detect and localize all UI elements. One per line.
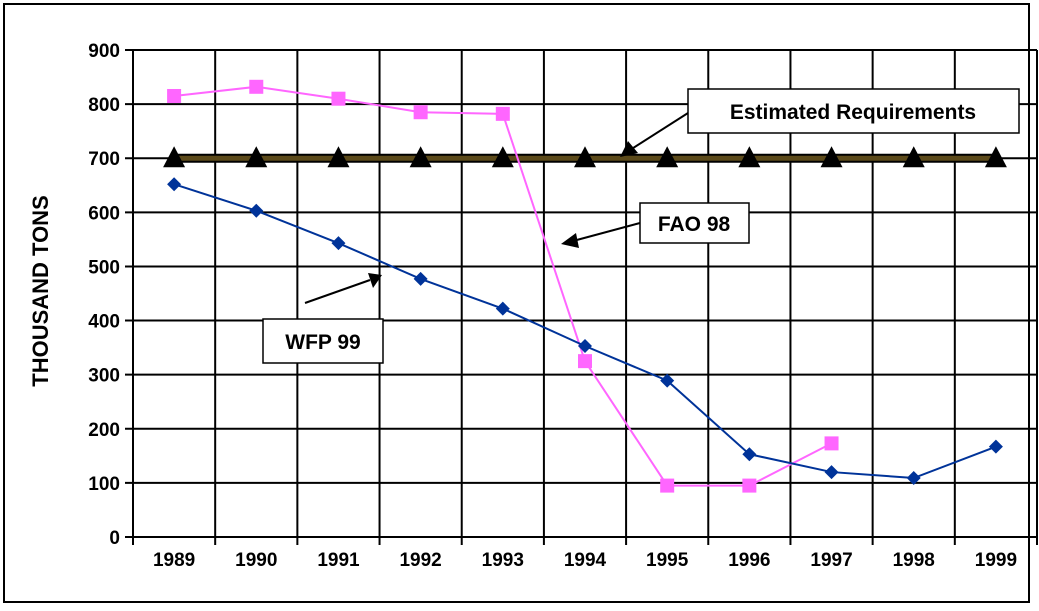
marker-estimated-requirements-1994 bbox=[574, 146, 596, 168]
y-tick-label-600: 600 bbox=[88, 203, 120, 224]
y-axis-label: THOUSAND TONS bbox=[28, 195, 53, 387]
x-tick-label-1991: 1991 bbox=[317, 550, 360, 571]
callout-arrowhead-wfp bbox=[368, 273, 382, 288]
y-tick-label-300: 300 bbox=[88, 366, 120, 387]
callout-wfp-99: WFP 99 bbox=[262, 273, 384, 364]
marker-wfp-99-1996 bbox=[742, 447, 757, 462]
x-tick-label-1990: 1990 bbox=[235, 550, 277, 571]
marker-estimated-requirements-1997 bbox=[820, 146, 843, 168]
marker-fao-98-1992 bbox=[413, 105, 428, 120]
marker-fao-98-1993 bbox=[495, 106, 510, 121]
y-tick-label-0: 0 bbox=[109, 528, 120, 549]
marker-fao-98-1997 bbox=[824, 436, 839, 451]
x-tick-label-1998: 1998 bbox=[893, 550, 935, 571]
marker-fao-98-1994 bbox=[578, 354, 592, 369]
callout-arrowhead-estimated bbox=[620, 141, 638, 157]
marker-estimated-requirements-1991 bbox=[327, 146, 350, 168]
callout-arrow-wfp bbox=[304, 279, 371, 304]
x-tick-label-1993: 1993 bbox=[482, 550, 524, 571]
marker-wfp-99-1992 bbox=[413, 271, 428, 286]
callout-label-estimated: Estimated Requirements bbox=[730, 101, 976, 124]
marker-fao-98-1996 bbox=[742, 478, 757, 493]
marker-wfp-99-1997 bbox=[824, 465, 839, 480]
marker-wfp-99-1999 bbox=[988, 439, 1003, 454]
x-tick-label-1995: 1995 bbox=[646, 550, 689, 571]
marker-fao-98-1995 bbox=[660, 478, 675, 493]
marker-wfp-99-1993 bbox=[495, 301, 510, 316]
marker-estimated-requirements-1992 bbox=[409, 146, 432, 168]
marker-fao-98-1990 bbox=[249, 79, 264, 94]
marker-wfp-99-1994 bbox=[578, 338, 592, 353]
y-tick-label-500: 500 bbox=[88, 257, 120, 278]
marker-wfp-99-1998 bbox=[906, 471, 921, 486]
marker-estimated-requirements-1989 bbox=[163, 146, 186, 168]
marker-estimated-requirements-1996 bbox=[738, 146, 761, 168]
marker-estimated-requirements-1995 bbox=[656, 146, 679, 168]
markers-layer bbox=[163, 79, 1007, 493]
x-tick-label-1994: 1994 bbox=[564, 550, 607, 571]
callout-arrow-estimated bbox=[629, 112, 689, 151]
callout-box-fao bbox=[639, 202, 750, 244]
marker-estimated-requirements-1990 bbox=[245, 146, 268, 168]
marker-estimated-requirements-1998 bbox=[902, 146, 925, 168]
y-tick-label-800: 800 bbox=[88, 95, 120, 116]
y-tick-label-200: 200 bbox=[88, 420, 120, 441]
callout-fao-98: FAO 98 bbox=[561, 202, 750, 248]
y-tick-label-100: 100 bbox=[88, 474, 120, 495]
callout-label-wfp: WFP 99 bbox=[285, 331, 360, 354]
tick-labels: 0 100 200 300 400 500 600 700 800 900 1989 1990 1991… bbox=[88, 41, 1017, 571]
x-tick-label-1999: 1999 bbox=[975, 550, 1017, 571]
marker-estimated-requirements-1999 bbox=[984, 146, 1007, 168]
callout-arrowhead-fao bbox=[561, 233, 579, 248]
y-tick-label-900: 900 bbox=[88, 41, 120, 62]
x-tick-label-1989: 1989 bbox=[153, 550, 195, 571]
marker-fao-98-1991 bbox=[331, 91, 346, 106]
y-tick-label-400: 400 bbox=[88, 312, 120, 333]
callout-box-wfp bbox=[262, 318, 384, 364]
callout-estimated-requirements: Estimated Requirements bbox=[620, 88, 1020, 157]
x-tick-label-1997: 1997 bbox=[810, 550, 852, 571]
y-tick-label-700: 700 bbox=[88, 149, 120, 170]
marker-wfp-99-1995 bbox=[660, 373, 675, 388]
x-tick-label-1992: 1992 bbox=[399, 550, 441, 571]
callout-label-fao: FAO 98 bbox=[658, 213, 731, 236]
x-tick-label-1996: 1996 bbox=[728, 550, 770, 571]
marker-wfp-99-1991 bbox=[331, 236, 346, 251]
marker-wfp-99-1989 bbox=[167, 177, 182, 192]
marker-fao-98-1989 bbox=[167, 88, 182, 103]
marker-estimated-requirements-1993 bbox=[491, 146, 514, 168]
callout-box-estimated bbox=[687, 88, 1020, 134]
marker-wfp-99-1990 bbox=[249, 203, 264, 218]
callout-arrow-fao bbox=[572, 222, 641, 242]
